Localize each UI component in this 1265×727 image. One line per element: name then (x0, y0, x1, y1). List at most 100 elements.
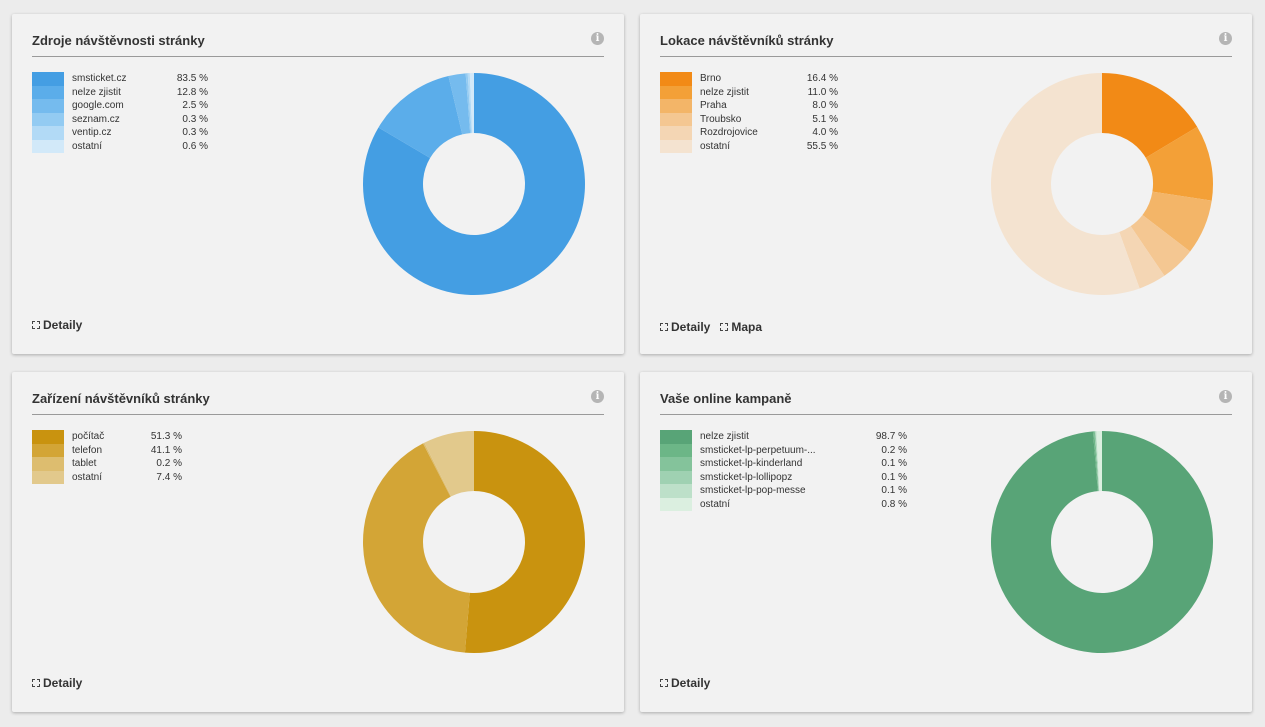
donut-slice[interactable] (1095, 431, 1100, 492)
legend-value: 2.5 % (182, 100, 208, 111)
legend-label: nelze zjistit (700, 431, 749, 442)
legend-label: google.com (72, 100, 124, 111)
divider (32, 414, 604, 415)
donut-slice[interactable] (424, 431, 474, 497)
legend-label: Brno (700, 73, 722, 84)
legend-value: 83.5 % (176, 73, 208, 84)
expand-icon (32, 679, 40, 687)
donut-chart (991, 73, 1213, 295)
legend-label: ostatní (700, 498, 731, 510)
legend-label: telefon (72, 444, 103, 456)
info-icon[interactable]: i (591, 390, 604, 403)
link-label: Detaily (671, 676, 711, 690)
donut-slice[interactable] (467, 73, 473, 134)
legend-label: ventip.cz (72, 127, 112, 138)
legend-label: nelze zjistit (72, 86, 121, 98)
legend-swatch (32, 85, 64, 99)
donut-slice[interactable] (1092, 431, 1099, 492)
expand-icon (720, 323, 729, 331)
donut-slice[interactable] (465, 73, 472, 134)
legend-value: 0.6 % (182, 140, 208, 152)
donut-slice[interactable] (363, 73, 585, 295)
donut-slice[interactable] (991, 73, 1140, 295)
legend-swatch (660, 457, 692, 471)
divider (660, 56, 1232, 57)
legend-label: Troubsko (700, 113, 742, 125)
card-title: Vaše online kampaně (660, 391, 792, 406)
link-label: Mapa (731, 320, 763, 334)
legend-swatch (660, 85, 692, 99)
legend-value: 98.7 % (875, 431, 907, 442)
donut-slice[interactable] (378, 75, 463, 159)
donut-slice[interactable] (1119, 226, 1165, 289)
donut-slice[interactable] (1094, 431, 1099, 492)
card-online-campaigns: Vaše online kampaně i nelze zjistit 98.7 … (640, 372, 1252, 712)
donut-slice[interactable] (464, 431, 586, 653)
legend-swatch (660, 139, 692, 153)
info-icon[interactable]: i (1219, 390, 1232, 403)
donut-slice[interactable] (1102, 73, 1198, 158)
legend-value: 0.2 % (881, 444, 907, 456)
legend-swatch (660, 484, 692, 498)
donut-slice[interactable] (1142, 191, 1212, 252)
legend-label: smsticket-lp-pop-messe (700, 485, 806, 496)
legend-label: ostatní (72, 471, 103, 483)
legend-swatch (32, 443, 64, 457)
legend-swatch (32, 126, 64, 140)
donut-slice[interactable] (1096, 431, 1102, 492)
info-icon[interactable]: i (591, 32, 604, 45)
donut-slice[interactable] (1145, 126, 1213, 201)
legend-swatch (660, 430, 692, 444)
donut-slice[interactable] (1095, 431, 1100, 492)
detaily-link[interactable]: Detaily (660, 676, 710, 690)
donut-slice[interactable] (363, 443, 470, 653)
card-links: Detaily (32, 318, 92, 332)
info-icon[interactable]: i (1219, 32, 1232, 45)
legend-value: 0.1 % (881, 458, 907, 469)
legend-label: ostatní (700, 140, 731, 152)
legend-value: 0.3 % (182, 127, 208, 138)
legend-swatch (32, 457, 64, 471)
legend-label: smsticket.cz (72, 73, 127, 84)
donut-chart (991, 431, 1213, 653)
legend-label: seznam.cz (72, 113, 120, 125)
legend-value: 4.0 % (812, 127, 838, 138)
divider (660, 414, 1232, 415)
legend-swatch (660, 72, 692, 86)
card-title: Zařízení návštěvníků stránky (32, 391, 210, 406)
legend-value: 7.4 % (156, 471, 182, 483)
donut-chart (363, 73, 585, 295)
legend-swatch (32, 139, 64, 153)
legend-label: tablet (72, 458, 97, 469)
legend-label: počítač (72, 431, 105, 442)
legend-value: 51.3 % (150, 431, 182, 442)
legend-swatch (660, 443, 692, 457)
donut-slice[interactable] (991, 431, 1213, 653)
expand-icon (32, 321, 40, 329)
detaily-link[interactable]: Detaily (660, 320, 710, 334)
link-label: Detaily (43, 676, 83, 690)
legend-value: 11.0 % (807, 86, 838, 98)
legend-label: Praha (700, 100, 727, 111)
legend-value: 0.1 % (881, 485, 907, 496)
donut-slice[interactable] (448, 73, 471, 135)
legend-label: smsticket-lp-lollipopz (700, 471, 793, 483)
legend-swatch (660, 112, 692, 126)
detaily-link[interactable]: Detaily (32, 318, 82, 332)
donut-slice[interactable] (469, 73, 474, 134)
legend-swatch (660, 497, 692, 511)
card-links: Detaily (660, 676, 720, 690)
donut-slice[interactable] (422, 442, 452, 497)
card-title: Lokace návštěvníků stránky (660, 33, 834, 48)
expand-icon (660, 323, 668, 331)
mapa-link[interactable]: Mapa (720, 320, 762, 334)
detaily-link[interactable]: Detaily (32, 676, 82, 690)
donut-slice[interactable] (1130, 215, 1191, 276)
card-visitor-locations: Lokace návštěvníků stránky i Brno 16.4 % n… (640, 14, 1252, 354)
legend-label: nelze zjistit (700, 86, 749, 98)
legend-label: smsticket-lp-perpetuum-... (700, 444, 816, 456)
legend-value: 41.1 % (150, 444, 182, 456)
legend-value: 55.5 % (806, 140, 838, 152)
expand-icon (660, 679, 668, 687)
legend-swatch (660, 126, 692, 140)
